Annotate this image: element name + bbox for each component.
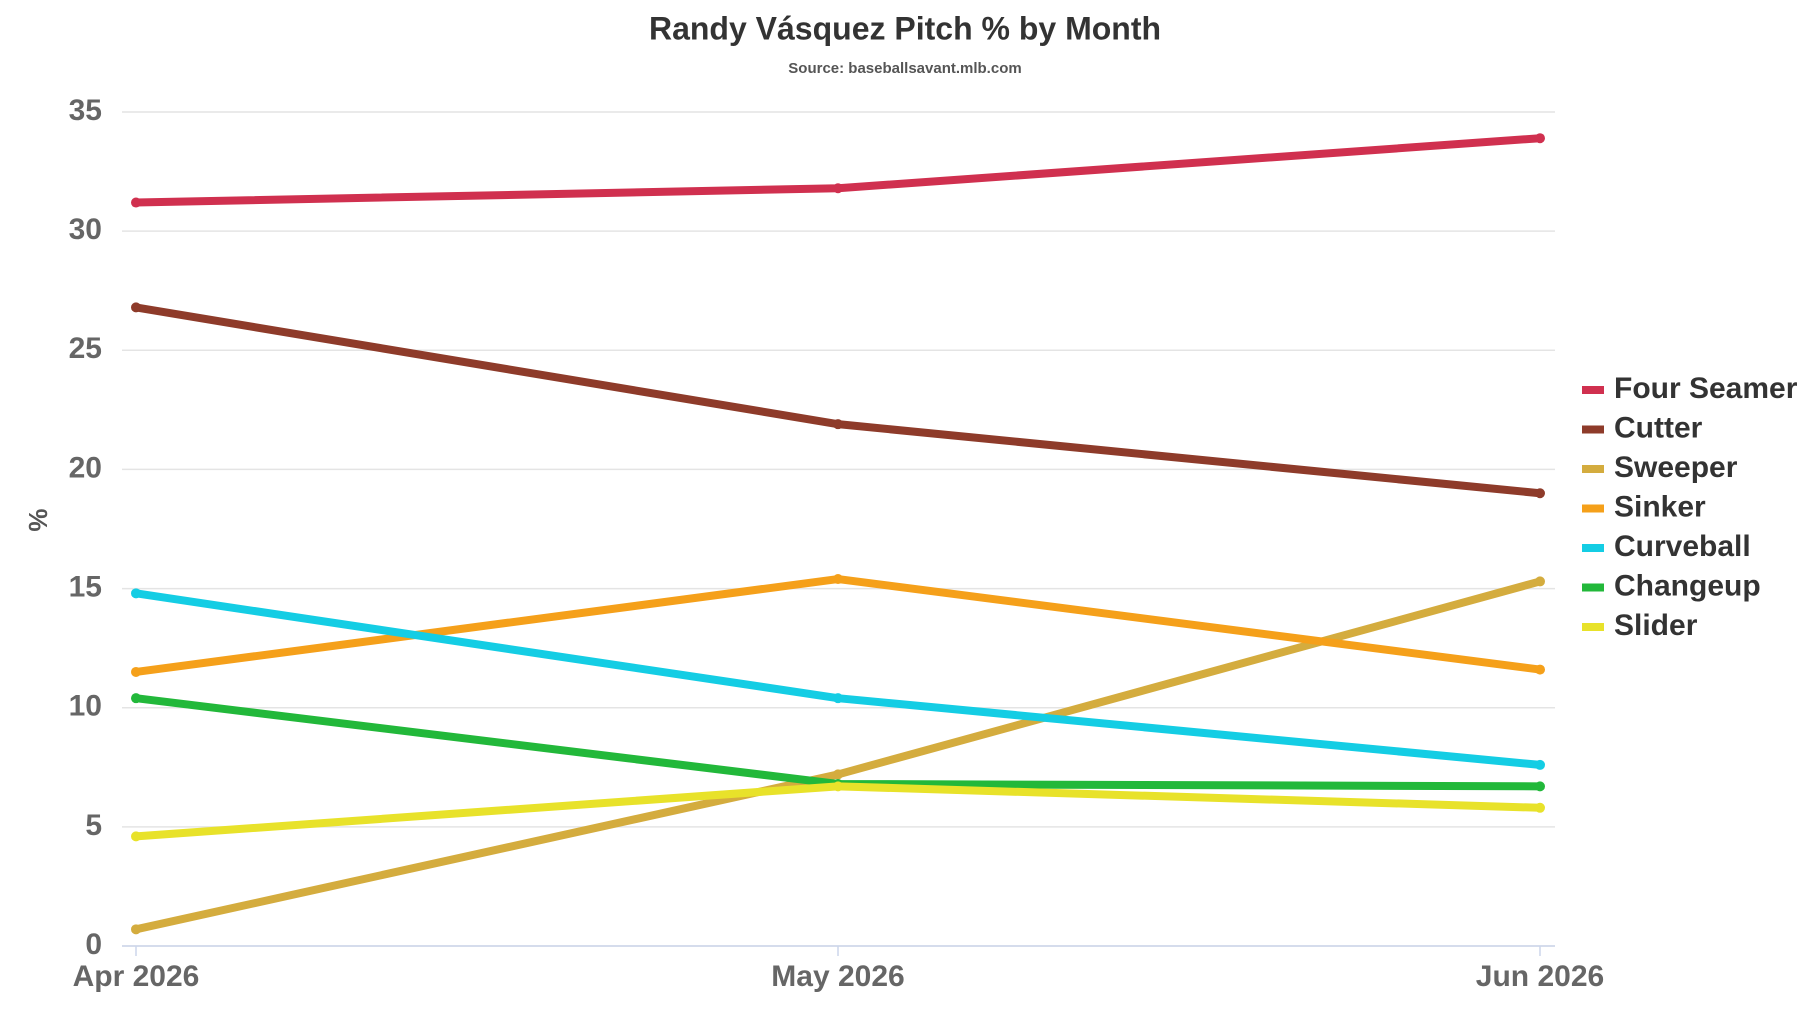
point <box>131 693 141 704</box>
point <box>833 574 843 585</box>
point <box>131 666 141 677</box>
legend-label: Sinker <box>1614 490 1706 523</box>
point <box>1535 576 1545 587</box>
y-tick-label: 0 <box>85 928 102 961</box>
chart-subtitle: Source: baseballsavant.mlb.com <box>788 60 1021 77</box>
legend-label: Four Seamer <box>1614 372 1798 405</box>
point <box>131 924 141 935</box>
point <box>131 831 141 842</box>
line <box>135 782 1541 841</box>
point <box>131 588 141 599</box>
point <box>833 183 843 194</box>
y-tick-label: 30 <box>69 213 102 246</box>
y-tick-label: 25 <box>69 332 102 365</box>
y-tick-label: 10 <box>69 690 102 723</box>
x-tick-label: Apr 2026 <box>73 960 200 993</box>
legend-label: Cutter <box>1614 411 1703 444</box>
y-axis-label: % <box>23 508 53 531</box>
line <box>135 577 1542 934</box>
chart-title: Randy Vásquez Pitch % by Month <box>649 10 1161 46</box>
y-tick-label: 5 <box>85 809 102 842</box>
point <box>833 781 843 792</box>
x-tick-label: May 2026 <box>771 960 904 993</box>
point <box>833 419 843 430</box>
point <box>1535 802 1545 813</box>
legend-label: Changeup <box>1614 569 1761 602</box>
x-tick-label: Jun 2026 <box>1476 960 1604 993</box>
y-tick-label: 20 <box>69 451 102 484</box>
point <box>833 769 843 780</box>
point <box>1535 781 1545 792</box>
point <box>833 693 843 704</box>
y-tick-label: 15 <box>69 570 102 603</box>
point <box>1535 133 1545 144</box>
legend-label: Sweeper <box>1614 451 1738 484</box>
line <box>135 589 1541 769</box>
legend-label: Slider <box>1614 609 1698 642</box>
y-tick-label: 35 <box>69 94 102 127</box>
point <box>1535 759 1545 770</box>
line <box>135 303 1541 498</box>
point <box>131 197 141 208</box>
legend-label: Curveball <box>1614 530 1751 563</box>
point <box>1535 488 1545 499</box>
point <box>1535 664 1545 675</box>
point <box>131 302 141 313</box>
